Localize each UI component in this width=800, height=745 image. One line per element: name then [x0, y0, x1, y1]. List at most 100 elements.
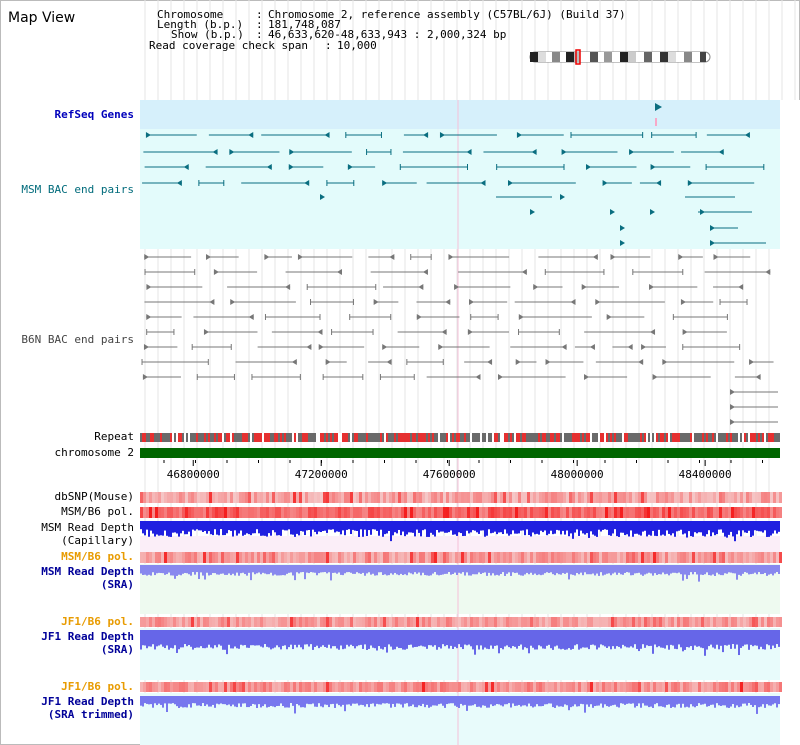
- repeat-block: [416, 433, 418, 442]
- dbsnp-cell: [374, 492, 377, 503]
- jf1-pol-trim-cell: [527, 682, 530, 692]
- msm-pol-sra-cell: [266, 552, 269, 563]
- dbsnp-cell: [140, 492, 143, 503]
- track-label-dbsnp[interactable]: dbSNP(Mouse): [54, 490, 134, 503]
- jf1-depth-bar: [478, 630, 480, 650]
- track-label-jf1-pol-trim[interactable]: JF1/B6 pol.: [61, 680, 134, 693]
- track-label-jf1-pol[interactable]: JF1/B6 pol.: [61, 615, 134, 628]
- repeat-block: [264, 433, 266, 442]
- jf1-trim-bar: [256, 696, 258, 708]
- msm-depth-cap-bar: [182, 521, 184, 531]
- msm-depth-cap-bar: [646, 521, 648, 537]
- dbsnp-cell: [545, 492, 548, 503]
- jf1-pol-trim-cell: [572, 682, 575, 692]
- track-label-jf1-trim[interactable]: JF1 Read Depth: [41, 695, 134, 708]
- jf1-trim-bar: [142, 696, 144, 707]
- msm-bac-pair-arrow: [324, 132, 330, 138]
- msm-depth-cap-bar: [508, 521, 510, 536]
- jf1-pol-cell: [143, 617, 146, 627]
- jf1-pol-cell: [275, 617, 278, 627]
- msm-depth-sra-bar: [592, 565, 594, 574]
- msm-pol-cell: [341, 507, 344, 518]
- msm-depth-cap-bar: [692, 521, 694, 537]
- jf1-trim-bar: [482, 696, 484, 706]
- jf1-pol-cell: [680, 617, 683, 627]
- msm-pol-sra-cell: [191, 552, 194, 563]
- jf1-depth-bar: [706, 630, 708, 650]
- msm-pol-cell: [494, 507, 497, 518]
- msm-pol-sra-cell: [335, 552, 338, 563]
- track-label-b6n-bac[interactable]: B6N BAC end pairs: [21, 333, 134, 346]
- msm-pol-sra-cell: [317, 552, 320, 563]
- jf1-pol-trim-cell: [590, 682, 593, 692]
- msm-depth-cap-bar: [500, 521, 502, 533]
- jf1-trim-bar: [436, 696, 438, 706]
- jf1-trim-bar: [172, 696, 174, 704]
- msm-depth-cap-bar: [478, 521, 480, 534]
- msm-pol-cell: [161, 507, 164, 518]
- track-label-msm-pol[interactable]: MSM/B6 pol.: [61, 505, 134, 518]
- repeat-block: [694, 433, 696, 442]
- jf1-depth-bar: [560, 630, 562, 650]
- repeat-block: [168, 433, 170, 442]
- track-label-jf1-depth[interactable]: JF1 Read Depth: [41, 630, 134, 643]
- repeat-block: [660, 433, 662, 442]
- msm-pol-sra-cell: [533, 552, 536, 563]
- msm-pol-cell: [326, 507, 329, 518]
- jf1-depth-bar: [262, 630, 264, 648]
- track-label-repeat[interactable]: Repeat: [94, 430, 134, 443]
- jf1-pol-cell: [665, 617, 668, 627]
- jf1-trim-bar: [578, 696, 580, 707]
- jf1-pol-trim-cell: [662, 682, 665, 692]
- jf1-trim-bar: [554, 696, 556, 708]
- msm-pol-cell: [359, 507, 362, 518]
- msm-depth-sra-bar: [542, 565, 544, 575]
- dbsnp-cell: [470, 492, 473, 503]
- msm-pol-cell: [266, 507, 269, 518]
- msm-pol-cell: [779, 507, 782, 518]
- jf1-depth-bar: [312, 630, 314, 650]
- msm-depth-cap-bar: [438, 521, 440, 533]
- track-label-msm-depth-cap[interactable]: MSM Read Depth: [41, 521, 134, 534]
- b6n-bac-pair-arrow: [285, 284, 291, 290]
- repeat-block: [680, 433, 682, 442]
- repeat-block: [648, 433, 650, 442]
- msm-depth-sra-bar: [646, 565, 648, 574]
- track-label-msm-pol-sra[interactable]: MSM/B6 pol.: [61, 550, 134, 563]
- msm-bac-pair-arrow: [656, 180, 662, 186]
- repeat-block: [776, 433, 778, 442]
- msm-depth-cap-bar: [340, 521, 342, 535]
- msm-depth-sra-bar: [326, 565, 328, 574]
- track-label-refseq[interactable]: RefSeq Genes: [54, 108, 134, 121]
- msm-depth-sra-bar: [318, 565, 320, 574]
- msm-depth-cap-bar: [736, 521, 738, 535]
- jf1-depth-bar: [226, 630, 228, 655]
- msm-pol-sra-cell: [455, 552, 458, 563]
- msm-depth-cap-bar: [498, 521, 500, 533]
- msm-pol-sra-cell: [575, 552, 578, 563]
- jf1-depth-bar: [230, 630, 232, 649]
- jf1-depth-bar: [558, 630, 560, 649]
- track-label-msm-bac[interactable]: MSM BAC end pairs: [21, 183, 134, 196]
- msm-pol-cell: [182, 507, 185, 518]
- jf1-pol-trim-cell: [317, 682, 320, 692]
- repeat-block: [370, 433, 372, 442]
- msm-depth-sra-bar: [568, 565, 570, 580]
- axis-tick-label: 48000000: [550, 468, 604, 481]
- msm-depth-sra-bar: [250, 565, 252, 581]
- length-key: Length (b.p.): [157, 18, 244, 31]
- jf1-trim-bar: [586, 696, 588, 705]
- jf1-pol-trim-cell: [209, 682, 212, 692]
- jf1-pol-cell: [677, 617, 680, 627]
- track-label-chromosome[interactable]: chromosome 2: [54, 446, 134, 459]
- jf1-pol-trim-cell: [341, 682, 344, 692]
- jf1-trim-bar: [544, 696, 546, 705]
- jf1-pol-cell: [218, 617, 221, 627]
- track-label-msm-depth-sra[interactable]: MSM Read Depth: [41, 565, 134, 578]
- jf1-depth-bar: [580, 630, 582, 649]
- msm-depth-sra-bar: [590, 565, 592, 575]
- jf1-trim-bar: [642, 696, 644, 704]
- jf1-depth-bar: [738, 630, 740, 656]
- jf1-depth-bar: [674, 630, 676, 649]
